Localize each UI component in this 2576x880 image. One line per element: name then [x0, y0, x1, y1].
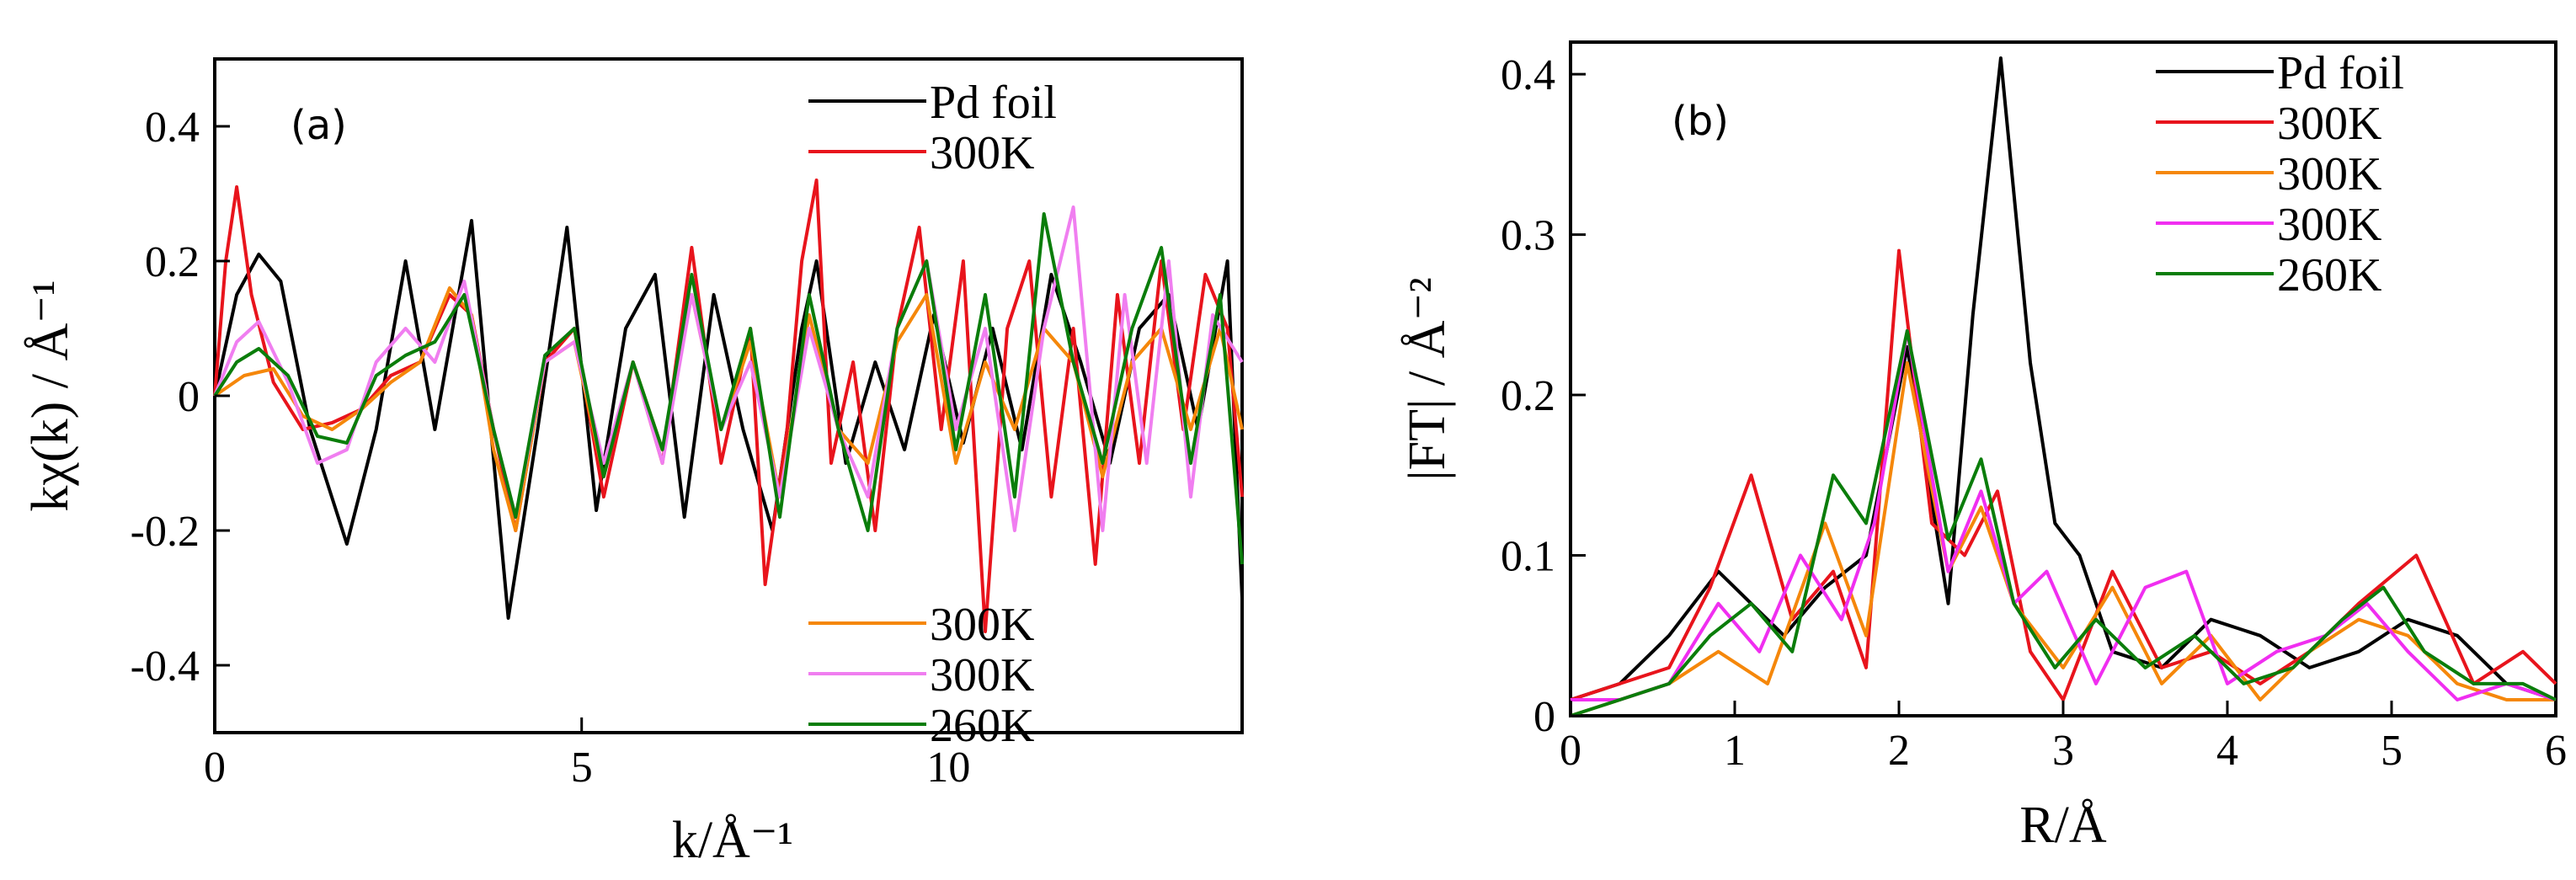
panel-b-xtick-label: 5 — [2381, 727, 2403, 775]
panel-a-xtick-label: 0 — [204, 744, 226, 792]
panel-b-chart: 0 1 2 3 4 5 60.40.30.20.10 (b) Pd foil300K300K… — [1399, 40, 2567, 854]
legend-a-top-label-0: Pd foil — [930, 77, 1057, 129]
panel-a-xtick-label: 5 — [571, 744, 593, 792]
legend-a-bottom-label-2: 260K — [930, 700, 1034, 752]
panel-a-label: (a) — [291, 102, 347, 149]
panel-a-ytick-label: -0.2 — [131, 508, 200, 556]
panel-a-ylabel: kχ(k) / Å⁻¹ — [22, 280, 79, 511]
panel-a-xtick-label: 10 — [926, 744, 970, 792]
panel-b-xtick-label: 2 — [1888, 727, 1910, 775]
panel-b-ytick-label: 0 — [1533, 693, 1555, 741]
panel-b-ticks: 0 1 2 3 4 5 6 0.4 0.3 0.2 0.1 0 — [1501, 51, 2567, 775]
panel-b-series-4-line — [1570, 328, 2557, 717]
panel-b-xtick-label: 3 — [2052, 727, 2074, 775]
legend-b-label-0: Pd foil — [2277, 47, 2404, 99]
panel-b-ylabel: |FT| / Å⁻² — [1399, 277, 1456, 481]
panel-b-ytick-label: 0.2 — [1501, 372, 1555, 420]
panel-a-xlabel: k/Å⁻¹ — [672, 812, 793, 869]
legend-a-bottom-label-0: 300K — [930, 599, 1034, 651]
panel-b-ytick-label: 0.3 — [1501, 212, 1555, 260]
panel-b-series-group — [1570, 56, 2557, 717]
panel-b-xtick-label: 6 — [2545, 727, 2567, 775]
panel-b-xtick-label: 0 — [1560, 727, 1581, 775]
panel-a-ytick-label: 0.2 — [145, 238, 200, 286]
legend-b-label-3: 300K — [2277, 199, 2381, 251]
panel-b-ytick-label: 0.4 — [1501, 51, 1555, 99]
panel-b-label: (b) — [1672, 98, 1729, 145]
legend-a-bottom-label-1: 300K — [930, 649, 1034, 701]
panel-a-series-1-line — [213, 179, 1244, 633]
legend-b-label-1: 300K — [2277, 98, 2381, 150]
panel-b-xtick-label: 4 — [2216, 727, 2238, 775]
panel-a-series-group — [213, 179, 1244, 633]
panel-b-ytick-label: 0.1 — [1501, 533, 1555, 581]
legend-b-label-2: 300K — [2277, 148, 2381, 200]
legend-b-label-4: 260K — [2277, 249, 2381, 301]
panel-a-ytick-label: -0.4 — [131, 643, 200, 691]
panel-b-xlabel: R/Å — [2019, 797, 2107, 854]
panel-a-series-4-line — [213, 212, 1244, 565]
panel-a-ticks: 0 5 10 0.4 0.2 0 -0.2 -0.4 — [131, 104, 971, 792]
panel-b-series-2-line — [1570, 361, 2556, 717]
panel-b-series-1-line — [1570, 248, 2557, 701]
panel-a-ytick-label: 0.4 — [145, 104, 200, 152]
legend-a-top-label-1: 300K — [930, 127, 1034, 179]
panel-a-series-0-line — [213, 219, 1244, 620]
panel-b-xtick-label: 1 — [1724, 727, 1746, 775]
panel-b-series-3-line — [1571, 328, 2557, 701]
panel-a-series-3-line — [213, 205, 1244, 532]
panel-a-ytick-label: 0 — [178, 373, 200, 421]
